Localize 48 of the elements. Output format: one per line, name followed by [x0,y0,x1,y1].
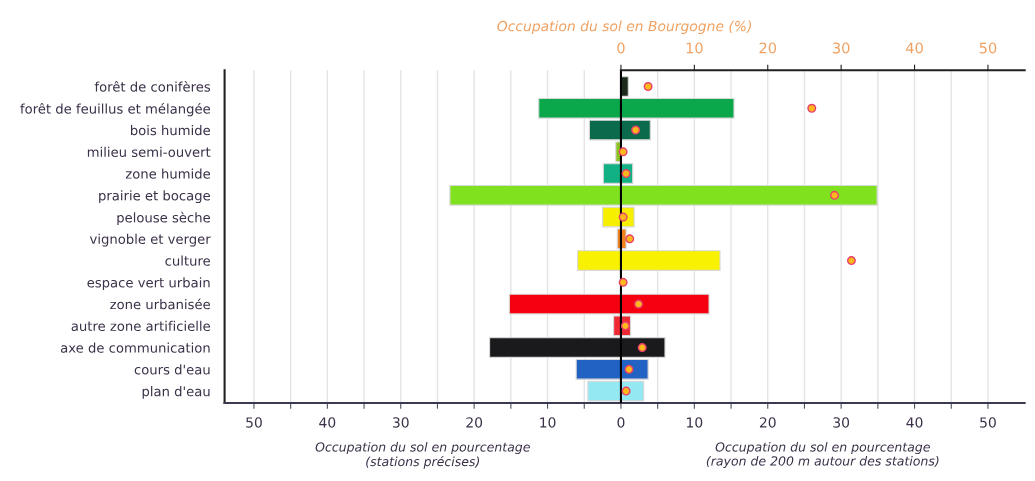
x-tick-label: 20 [466,417,483,428]
x2-tick-label: 0 [617,42,625,54]
y-tick-label: forêt de feuillus et mélangée [20,103,210,117]
y-tick-label: milieu semi-ouvert [87,146,211,158]
point [618,277,628,287]
text: Occupation du sol en pourcentage (stations précises) [315,441,530,469]
y-tick-label: espace vert urbain [87,277,210,291]
x-tick-label: 20 [759,417,776,428]
y-tick-label: prairie et bocage [99,190,210,204]
point [620,321,630,331]
x2-tick-label: 40 [905,42,923,54]
point [634,299,644,309]
point [830,190,840,200]
point [807,103,817,113]
point [625,234,635,244]
point [618,147,628,157]
y-tick-label: forêt de conifères [94,81,211,92]
x-tick-label: 50 [980,417,996,428]
y-tick-label: bois humide [130,125,210,136]
x2-axis-title: Occupation du sol en Bourgogne (%) [497,20,752,34]
x2-tick-label: 50 [979,42,997,54]
y-tick-label: pelouse sèche [117,211,210,226]
x-tick-label: 40 [906,417,923,428]
x2-tick-label: 20 [759,42,777,54]
x2-tick-label: 10 [686,42,703,54]
y-tick-label: autre zone artificielle [71,320,211,332]
text: Occupation du sol en pourcentage (rayon de 200 m autour des stations) [706,441,939,469]
x-tick-label: 50 [246,417,262,428]
y-tick-label: culture [165,255,211,266]
point [846,256,856,266]
y-tick-label: plan d'eau [142,386,210,399]
x-tick-label: 40 [319,417,336,428]
y-tick-label: cours d'eau [134,364,210,375]
x-tick-label: 30 [833,417,850,428]
y-tick-label: vignoble et verger [89,233,211,247]
x-tick-label: 10 [540,417,556,428]
point [618,212,628,222]
y-tick-label: axe de communication [60,342,210,353]
point [621,386,631,396]
point [624,364,634,374]
x-tick-label: 0 [617,417,625,428]
point [643,82,653,92]
x2-tick-label: 30 [832,42,850,54]
x-tick-label: 30 [392,417,409,428]
point [637,343,647,353]
y-tick-label: zone humide [125,168,210,179]
y-tick-label: zone urbanisée [110,298,210,310]
x-tick-label: 10 [687,417,703,428]
